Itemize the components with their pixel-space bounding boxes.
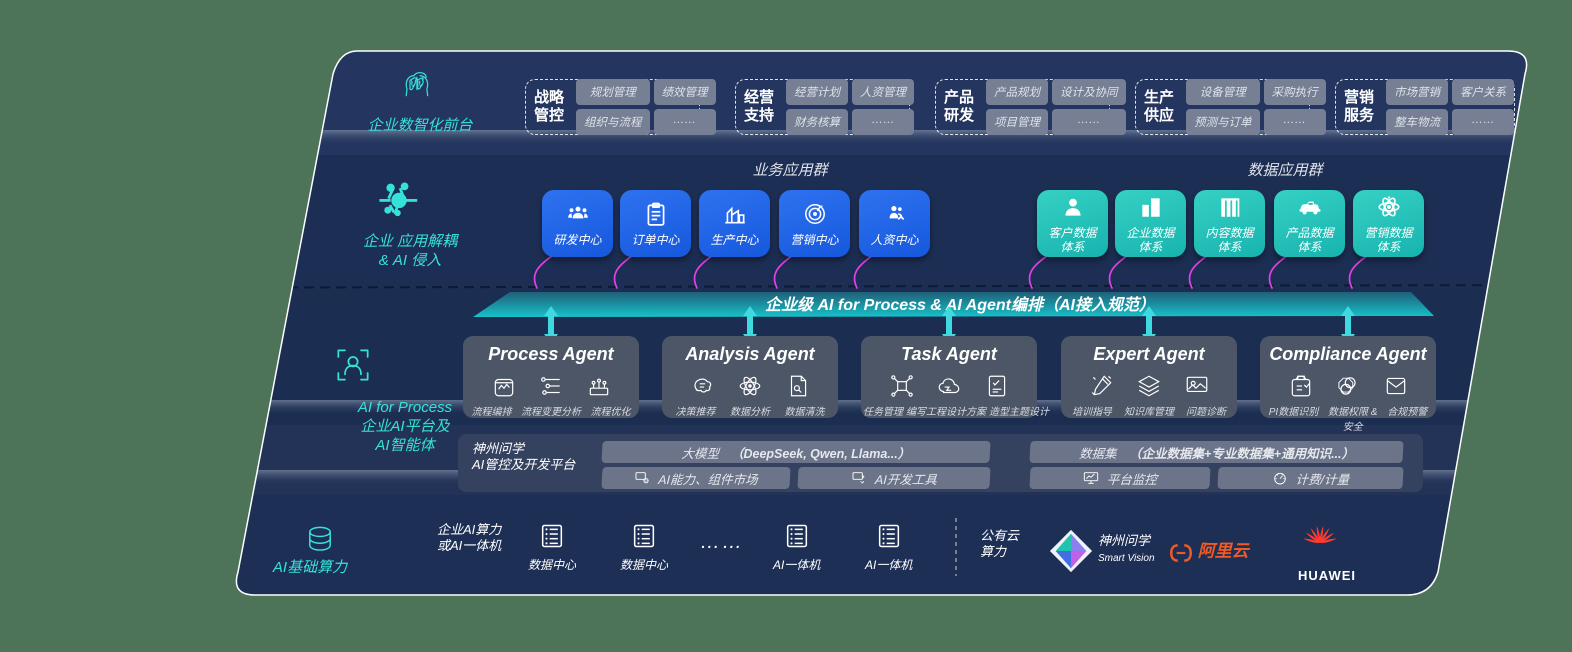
svg-text:企业级 AI for Process & AI Agent编: 企业级 AI for Process & AI Agent编排（AI接入规范） — [765, 295, 1155, 314]
